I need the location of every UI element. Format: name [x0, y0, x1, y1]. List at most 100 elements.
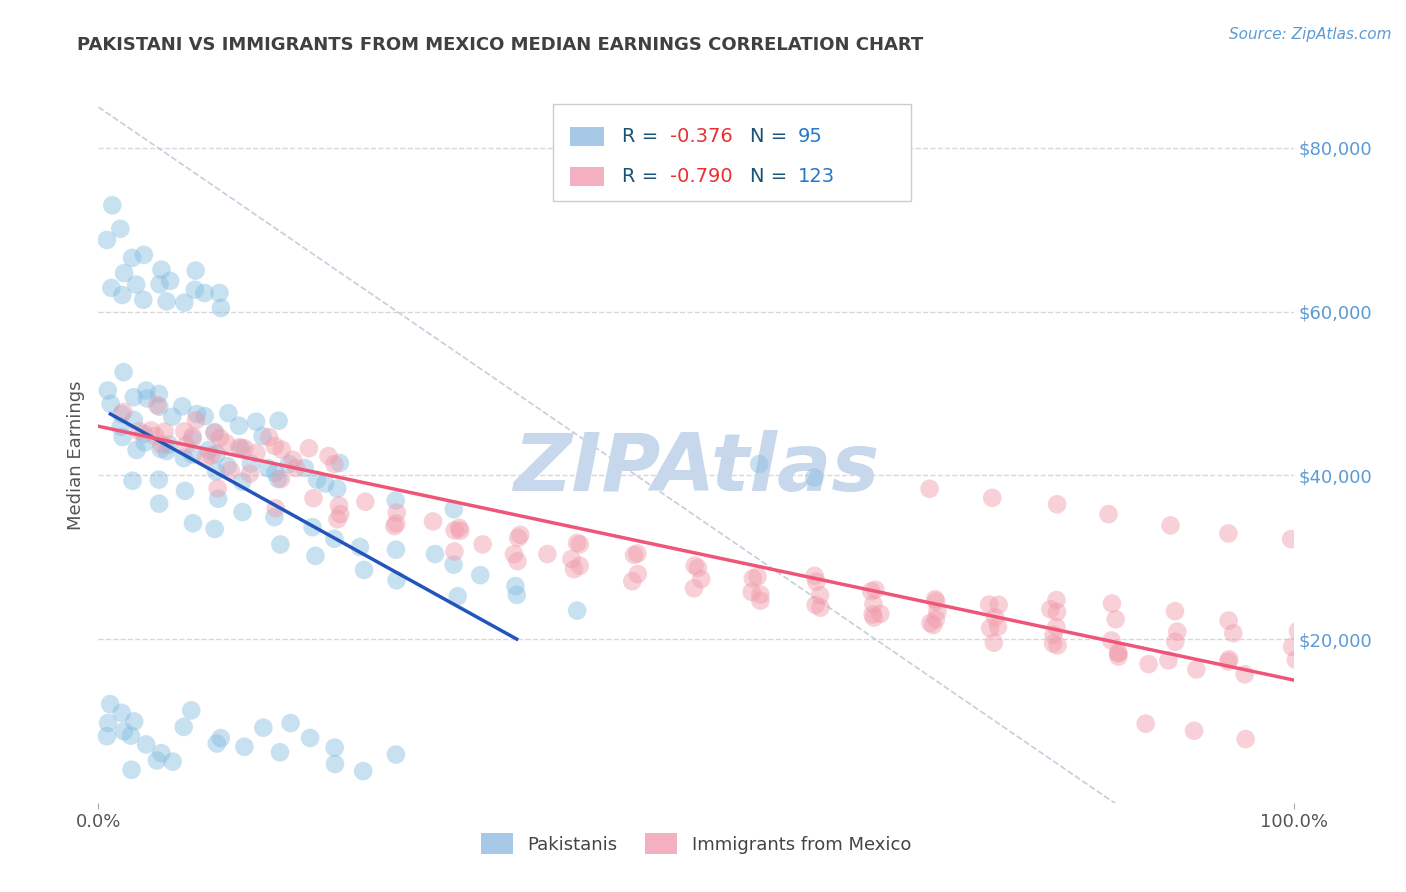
Point [860, 584, 883, 599]
Point [449, 524, 471, 538]
Point [128, 424, 150, 438]
Point [121, 763, 143, 777]
Point [132, 248, 155, 262]
Point [111, 430, 134, 444]
Point [205, 465, 228, 479]
Point [228, 441, 250, 455]
Point [112, 405, 135, 419]
Point [125, 277, 148, 292]
Point [111, 706, 134, 720]
Point [146, 398, 169, 412]
Point [508, 531, 530, 545]
Point [299, 731, 322, 745]
Point [180, 703, 202, 717]
Point [1105, 612, 1128, 626]
Point [270, 442, 292, 457]
Point [352, 764, 374, 778]
Point [122, 413, 145, 427]
Point [1042, 637, 1064, 651]
Point [1045, 593, 1067, 607]
Point [423, 547, 446, 561]
Point [280, 716, 302, 731]
Point [112, 266, 135, 280]
Point [204, 425, 226, 440]
Text: Source: ZipAtlas.com: Source: ZipAtlas.com [1229, 27, 1392, 42]
Point [184, 413, 207, 427]
Point [810, 600, 832, 615]
Point [808, 588, 831, 602]
Point [626, 547, 648, 561]
Point [204, 522, 226, 536]
Point [257, 430, 280, 444]
Point [1218, 614, 1240, 628]
Point [304, 549, 326, 563]
Point [922, 618, 945, 632]
Point [326, 482, 349, 496]
Point [100, 397, 122, 411]
Legend: Pakistanis, Immigrants from Mexico: Pakistanis, Immigrants from Mexico [471, 824, 921, 863]
FancyBboxPatch shape [553, 103, 911, 201]
Point [565, 604, 588, 618]
Point [173, 451, 195, 466]
Text: ZIPAtlas: ZIPAtlas [513, 430, 879, 508]
Point [156, 444, 179, 458]
Point [269, 537, 291, 551]
Point [181, 516, 204, 531]
Point [683, 581, 706, 595]
Point [443, 502, 465, 516]
Point [305, 473, 328, 487]
Point [1166, 624, 1188, 639]
Point [217, 459, 239, 474]
Point [385, 574, 408, 588]
Point [443, 544, 465, 558]
Point [215, 436, 238, 450]
Point [924, 592, 946, 607]
Point [1137, 657, 1160, 672]
Point [422, 515, 444, 529]
Point [1182, 723, 1205, 738]
Point [1233, 667, 1256, 681]
Point [112, 724, 135, 739]
Point [741, 572, 763, 586]
Point [150, 746, 173, 760]
Text: N =: N = [749, 167, 793, 186]
Point [281, 452, 304, 467]
Point [112, 365, 135, 379]
Point [205, 737, 228, 751]
Point [1286, 624, 1309, 638]
Point [135, 738, 157, 752]
Point [239, 467, 262, 481]
Point [354, 494, 377, 508]
Point [865, 582, 887, 597]
Point [927, 604, 949, 618]
Point [252, 429, 274, 443]
Point [302, 491, 325, 506]
Point [509, 528, 531, 542]
Point [162, 409, 184, 424]
Point [176, 438, 198, 452]
Point [208, 285, 231, 300]
Point [263, 510, 285, 524]
Point [621, 574, 644, 589]
Point [98, 697, 121, 711]
Point [384, 493, 406, 508]
Point [1046, 605, 1069, 619]
Point [1101, 633, 1123, 648]
Point [143, 429, 166, 443]
Point [181, 432, 204, 446]
Point [184, 283, 207, 297]
Point [1046, 639, 1069, 653]
Point [987, 620, 1010, 634]
Point [503, 547, 526, 561]
Point [1279, 532, 1302, 546]
Text: PAKISTANI VS IMMIGRANTS FROM MEXICO MEDIAN EARNINGS CORRELATION CHART: PAKISTANI VS IMMIGRANTS FROM MEXICO MEDI… [77, 36, 924, 54]
Point [748, 457, 770, 471]
Y-axis label: Median Earnings: Median Earnings [66, 380, 84, 530]
Point [264, 501, 287, 516]
Point [984, 610, 1007, 624]
Point [353, 563, 375, 577]
Point [323, 457, 346, 471]
Text: 123: 123 [797, 167, 835, 186]
Point [173, 720, 195, 734]
Point [209, 731, 232, 745]
